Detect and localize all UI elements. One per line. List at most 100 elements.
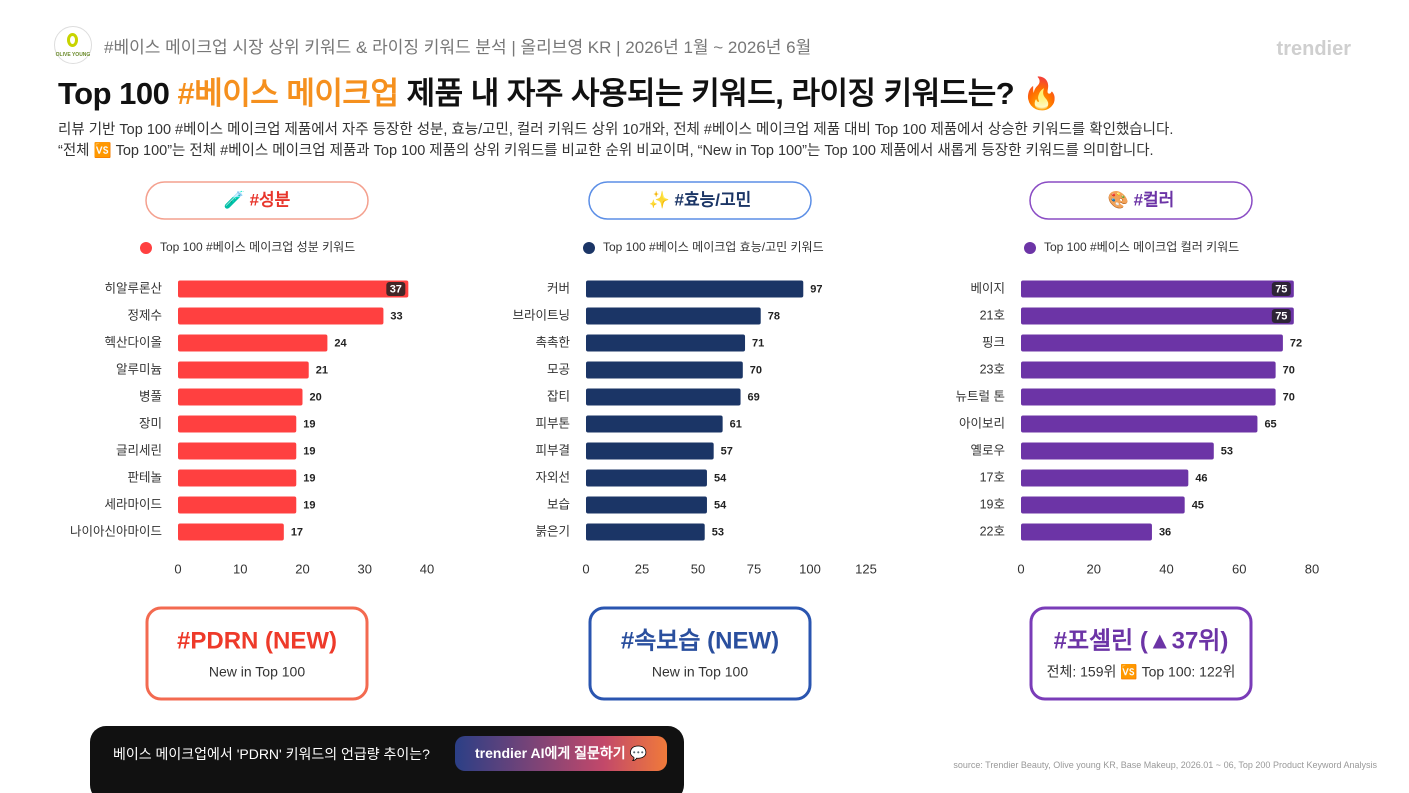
category-pill bbox=[145, 181, 369, 220]
bar bbox=[586, 496, 707, 514]
title-highlight: #베이스 메이크업 bbox=[177, 76, 399, 111]
bar bbox=[1021, 415, 1258, 433]
category-label: 뉴트럴 톤 bbox=[956, 389, 1005, 403]
x-tick-label: 25 bbox=[635, 561, 649, 576]
value-label-bg bbox=[386, 282, 406, 296]
category-label: 촉촉한 bbox=[535, 335, 570, 349]
bar bbox=[1021, 496, 1185, 514]
value-label: 45 bbox=[1192, 499, 1204, 511]
highlight-card bbox=[588, 606, 812, 701]
category-label: 21호 bbox=[980, 308, 1005, 322]
bar bbox=[1021, 523, 1152, 541]
x-tick-label: 10 bbox=[233, 561, 247, 576]
category-label: 19호 bbox=[980, 497, 1005, 511]
category-label: 모공 bbox=[547, 362, 570, 376]
category-label: 병풀 bbox=[139, 389, 162, 403]
bar bbox=[586, 334, 746, 352]
category-label: 17호 bbox=[980, 470, 1005, 484]
value-label: 19 bbox=[303, 499, 315, 511]
bar bbox=[178, 469, 297, 487]
category-label: 옐로우 bbox=[970, 443, 1005, 457]
bar bbox=[586, 523, 705, 541]
value-label: 65 bbox=[1264, 418, 1276, 430]
value-label: 75 bbox=[1275, 283, 1287, 295]
highlight-card bbox=[145, 606, 369, 701]
bar bbox=[1021, 388, 1276, 406]
value-label: 69 bbox=[748, 391, 760, 403]
category-label: 아이보리 bbox=[959, 416, 1005, 430]
chart-title: 🎨 #컬러 bbox=[1108, 189, 1175, 209]
bar bbox=[178, 307, 384, 325]
bar bbox=[586, 361, 743, 379]
category-label: 장미 bbox=[139, 416, 162, 430]
category-label: 22호 bbox=[980, 524, 1005, 538]
bar bbox=[178, 388, 303, 406]
value-label: 70 bbox=[1283, 391, 1295, 403]
category-label: 23호 bbox=[980, 362, 1005, 376]
category-label: 잡티 bbox=[547, 389, 570, 403]
bar bbox=[178, 361, 309, 379]
chart-title: 🧪 #성분 bbox=[224, 190, 291, 209]
category-label: 나이아신아마이드 bbox=[70, 524, 162, 538]
value-label: 70 bbox=[1283, 364, 1295, 376]
ask-ai-button[interactable]: trendier AI에게 질문하기 💬 bbox=[455, 736, 667, 771]
logo: OLIVE YOUNG bbox=[54, 26, 92, 64]
bar bbox=[1021, 442, 1214, 460]
value-label: 46 bbox=[1195, 472, 1207, 484]
x-tick-label: 80 bbox=[1305, 561, 1319, 576]
category-label: 핑크 bbox=[982, 335, 1005, 349]
value-label: 33 bbox=[390, 310, 402, 322]
value-label: 24 bbox=[334, 337, 347, 349]
bar bbox=[586, 415, 723, 433]
x-tick-label: 40 bbox=[420, 561, 434, 576]
legend-marker bbox=[140, 242, 152, 254]
value-label: 53 bbox=[1221, 445, 1233, 457]
value-label: 53 bbox=[712, 526, 724, 538]
value-label: 57 bbox=[721, 445, 733, 457]
bar bbox=[178, 496, 297, 514]
bar bbox=[586, 280, 804, 298]
category-label: 피부톤 bbox=[535, 416, 570, 430]
value-label: 19 bbox=[303, 445, 315, 457]
highlight-keyword: #PDRN (NEW) bbox=[177, 627, 337, 654]
x-tick-label: 20 bbox=[1087, 561, 1101, 576]
bar bbox=[1021, 280, 1294, 298]
x-tick-label: 100 bbox=[799, 561, 821, 576]
category-label: 글리세린 bbox=[116, 443, 162, 457]
x-tick-label: 0 bbox=[582, 561, 589, 576]
value-label: 54 bbox=[714, 472, 727, 484]
x-tick-label: 0 bbox=[174, 561, 181, 576]
category-label: 판테놀 bbox=[127, 470, 162, 484]
category-label: 알루미늄 bbox=[116, 362, 162, 376]
legend-label: Top 100 #베이스 메이크업 컬러 키워드 bbox=[1044, 240, 1239, 254]
highlight-note: New in Top 100 bbox=[209, 664, 305, 680]
value-label: 97 bbox=[810, 283, 822, 295]
bar bbox=[178, 280, 409, 298]
category-label: 보습 bbox=[547, 497, 570, 511]
x-tick-label: 50 bbox=[691, 561, 705, 576]
chart-title: ✨ #효능/고민 bbox=[649, 190, 752, 209]
value-label-bg bbox=[1271, 309, 1291, 323]
value-label: 78 bbox=[768, 310, 780, 322]
value-label: 20 bbox=[310, 391, 322, 403]
category-label: 자외선 bbox=[535, 470, 570, 484]
highlight-card bbox=[1029, 606, 1253, 701]
description: “전체 🆚 Top 100”는 전체 #베이스 메이크업 제품과 Top 100… bbox=[58, 143, 1154, 159]
value-label: 54 bbox=[714, 499, 727, 511]
legend-marker bbox=[583, 242, 595, 254]
source: source: Trendier Beauty, Olive young KR,… bbox=[953, 760, 1377, 770]
category-label: 붉은기 bbox=[535, 524, 570, 538]
highlight-keyword: #포셀린 (▲37위) bbox=[1054, 627, 1229, 654]
highlight-keyword: #속보습 (NEW) bbox=[621, 627, 779, 654]
bar bbox=[1021, 469, 1189, 487]
bar bbox=[178, 523, 284, 541]
legend-marker bbox=[1024, 242, 1036, 254]
category-label: 세라마이드 bbox=[104, 497, 162, 511]
legend-label: Top 100 #베이스 메이크업 성분 키워드 bbox=[160, 240, 355, 254]
value-label: 17 bbox=[291, 526, 303, 538]
brand: trendier bbox=[1276, 38, 1351, 60]
value-label-bg bbox=[1271, 282, 1291, 296]
description: 리뷰 기반 Top 100 #베이스 메이크업 제품에서 자주 등장한 성분, … bbox=[58, 122, 1174, 138]
category-label: 커버 bbox=[547, 281, 570, 295]
